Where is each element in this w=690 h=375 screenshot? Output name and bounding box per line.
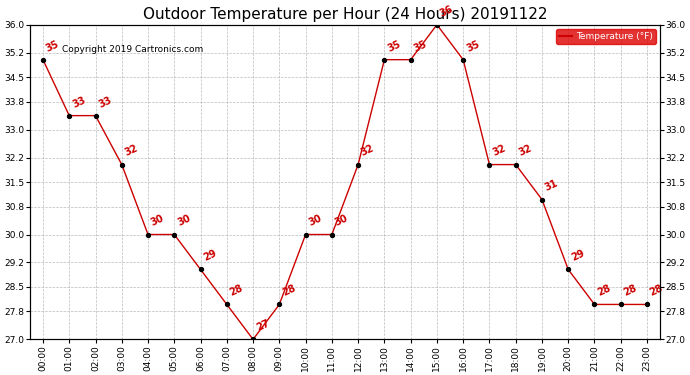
Point	[143, 231, 154, 237]
Point	[379, 57, 390, 63]
Point	[169, 231, 180, 237]
Point	[589, 302, 600, 307]
Point	[353, 162, 364, 168]
Point	[405, 57, 416, 63]
Text: 35: 35	[44, 39, 61, 53]
Point	[221, 302, 233, 307]
Text: 36: 36	[438, 4, 455, 18]
Point	[300, 231, 311, 237]
Text: 32: 32	[123, 144, 139, 158]
Point	[63, 112, 75, 118]
Point	[615, 302, 627, 307]
Text: 29: 29	[202, 248, 218, 263]
Point	[484, 162, 495, 168]
Point	[274, 302, 285, 307]
Text: 28: 28	[595, 284, 613, 298]
Legend: Temperature (°F): Temperature (°F)	[556, 29, 655, 44]
Text: Copyright 2019 Cartronics.com: Copyright 2019 Cartronics.com	[62, 45, 204, 54]
Text: 35: 35	[412, 39, 428, 53]
Point	[195, 267, 206, 273]
Text: 35: 35	[464, 39, 481, 53]
Point	[536, 196, 547, 202]
Point	[431, 22, 442, 28]
Text: 28: 28	[649, 284, 665, 298]
Text: 33: 33	[70, 94, 87, 110]
Title: Outdoor Temperature per Hour (24 Hours) 20191122: Outdoor Temperature per Hour (24 Hours) …	[143, 7, 547, 22]
Text: 30: 30	[333, 213, 350, 228]
Point	[642, 302, 653, 307]
Point	[563, 267, 574, 273]
Text: 35: 35	[386, 39, 402, 53]
Point	[37, 57, 48, 63]
Text: 30: 30	[176, 213, 192, 228]
Text: 29: 29	[569, 248, 586, 263]
Text: 28: 28	[228, 284, 245, 298]
Point	[510, 162, 521, 168]
Text: 27: 27	[255, 318, 271, 333]
Text: 32: 32	[517, 144, 533, 158]
Point	[326, 231, 337, 237]
Point	[248, 336, 259, 342]
Text: 32: 32	[359, 144, 376, 158]
Text: 31: 31	[543, 178, 560, 193]
Text: 28: 28	[622, 284, 639, 298]
Text: 30: 30	[307, 213, 324, 228]
Point	[116, 162, 127, 168]
Text: 28: 28	[281, 284, 297, 298]
Text: 33: 33	[97, 94, 113, 110]
Point	[90, 112, 101, 118]
Text: 32: 32	[491, 144, 507, 158]
Point	[457, 57, 469, 63]
Text: 30: 30	[149, 213, 166, 228]
